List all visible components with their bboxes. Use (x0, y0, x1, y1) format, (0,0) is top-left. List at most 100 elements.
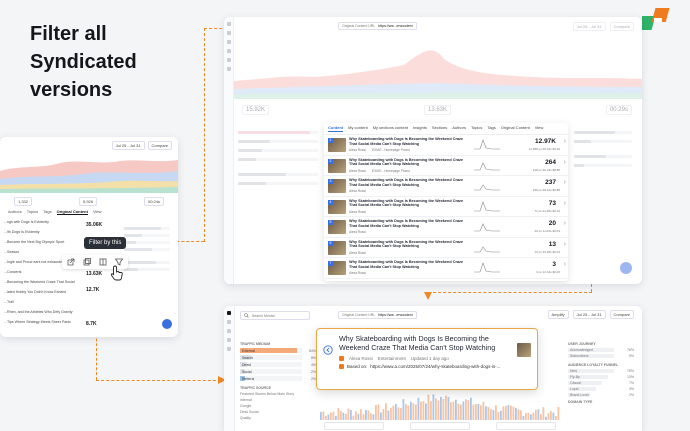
url-filter-chip[interactable]: Original Content URL https://ww...erwood… (338, 311, 417, 319)
tab-my-sections-content[interactable]: My sections content (372, 125, 409, 130)
traffic-medium-bar: Direct (240, 362, 302, 367)
tab-topics[interactable]: Topics (470, 125, 483, 130)
row-title[interactable]: Why Skateboarding with Dogs Is Becoming … (349, 219, 464, 228)
fab-button[interactable] (162, 319, 172, 329)
tab-topics[interactable]: Topics (26, 209, 39, 214)
traffic-medium-row[interactable]: External 84% (240, 348, 316, 353)
list-item[interactable]: ...Ingle and Proud ears not exhausted of… (4, 260, 75, 264)
compare-button[interactable]: Compare (147, 141, 172, 150)
list-item[interactable]: ...Tips Where Strategy Meets Sheer Panic (4, 320, 71, 324)
compare-button[interactable]: Compare (609, 22, 634, 31)
tab-my-content[interactable]: My content (348, 125, 368, 130)
row-chevron-icon[interactable]: › (563, 199, 566, 207)
list-item[interactable]: ...ith Dogs Is Evidently (4, 230, 40, 234)
tab-tags[interactable]: Tags (487, 125, 496, 130)
table-row[interactable]: 5 Why Skateboarding with Dogs Is Becoming… (324, 217, 568, 238)
row-rank-badge: 1 (328, 138, 333, 143)
traffic-source-row[interactable]: Google (240, 404, 252, 408)
histogram-bar (345, 413, 347, 420)
traffic-medium-name: Search (242, 355, 254, 360)
filter-tooltip: Filter by this (84, 237, 127, 249)
tab-view[interactable]: View (534, 125, 544, 130)
row-title[interactable]: Why Skateboarding with Dogs Is Becoming … (349, 198, 464, 208)
funnel-row: New 75% (568, 369, 634, 373)
list-item[interactable]: ...Concerts (4, 270, 22, 274)
back-circle-icon[interactable] (323, 345, 333, 355)
based-on-link[interactable]: https://www.a.com/2025/07/24/why-skatebo… (370, 364, 501, 369)
table-row[interactable]: 2 Why Skateboarding with Dogs Is Becoming… (324, 156, 568, 176)
histogram-bar (325, 415, 327, 420)
row-title[interactable]: Why Skateboarding with Dogs Is Becoming … (349, 157, 464, 167)
tab-sections[interactable]: Sections (431, 125, 448, 130)
tab-view[interactable]: View (92, 209, 102, 214)
table-row[interactable]: 7 Why Skateboarding with Dogs Is Becoming… (324, 258, 568, 279)
url-filter-chip[interactable]: Original Content URL https://ww...erwood… (338, 22, 417, 30)
right-dashboard-card: Original Content URL https://ww...erwood… (224, 17, 642, 284)
traffic-medium-value: 4% (310, 362, 316, 367)
row-title[interactable]: Why Skateboarding with Dogs Is Becoming … (349, 178, 464, 187)
filter-icon[interactable] (114, 257, 124, 267)
list-item[interactable]: ...lated Hobby You Didn't Know Existed (4, 290, 67, 294)
row-chevron-icon[interactable]: › (563, 261, 566, 268)
open-external-icon[interactable] (66, 257, 76, 267)
fab-button[interactable] (620, 262, 632, 274)
arrow-down-icon (424, 292, 432, 300)
histogram-bar (390, 407, 392, 420)
brand-logo (642, 8, 670, 30)
traffic-medium-row[interactable]: Social 2% (240, 369, 316, 374)
table-row[interactable]: 1 Why Skateboarding with Dogs Is Becoming… (324, 135, 568, 156)
traffic-source-row[interactable]: Desk Social (240, 410, 259, 414)
date-range-button[interactable]: Jul 25 - Jul 31 (572, 310, 606, 319)
tab-content[interactable]: Content (328, 125, 344, 132)
histogram-bar (402, 399, 405, 420)
traffic-medium-name: Direct (242, 362, 252, 367)
tab-tags[interactable]: Tags (43, 209, 52, 214)
tab-authors[interactable]: Authors (452, 125, 466, 130)
date-range-button[interactable]: Jul 25 - Jul 31 (572, 22, 606, 31)
list-item[interactable]: ...Trail (4, 300, 14, 304)
search-input[interactable]: Search Mental (252, 313, 275, 318)
traffic-source-row[interactable]: Internal (240, 398, 252, 402)
list-item[interactable]: ...Season (4, 250, 20, 254)
compare-button[interactable]: Compare (609, 310, 634, 319)
list-item[interactable]: ...Becoming the Weekend Craze That Socia… (4, 280, 75, 284)
table-row[interactable]: 6 Why Skateboarding with Dogs Is Becoming… (324, 238, 568, 258)
row-title[interactable]: Why Skateboarding with Dogs Is Becoming … (349, 260, 464, 269)
table-row[interactable]: 4 Why Skateboarding with Dogs Is Becoming… (324, 197, 568, 217)
tab-authors[interactable]: Authors (8, 209, 22, 214)
traffic-medium-row[interactable]: Referral 2% (240, 376, 316, 381)
tab-insights[interactable]: Insights (413, 125, 427, 130)
row-title[interactable]: Why Skateboarding with Dogs Is Becoming … (349, 137, 464, 146)
row-sparkline (474, 184, 500, 191)
amplify-button[interactable]: Amplify (547, 310, 569, 319)
row-chevron-icon[interactable]: › (563, 158, 566, 166)
traffic-medium-row[interactable]: Direct 4% (240, 362, 316, 367)
tab-original-content[interactable]: Original Content (56, 209, 88, 215)
row-chevron-icon[interactable]: › (563, 179, 566, 186)
row-chevron-icon[interactable]: › (563, 220, 566, 227)
row-chevron-icon[interactable]: › (563, 240, 566, 248)
histogram-bar (550, 411, 552, 420)
table-row[interactable]: 3 Why Skateboarding with Dogs Is Becoming… (324, 176, 568, 197)
copy-icon[interactable] (82, 257, 92, 267)
list-item[interactable]: ...Rhen, and the Athletes Who Defy Gravi… (4, 310, 73, 314)
search-box[interactable]: Search Mental (240, 311, 310, 320)
row-title[interactable]: Why Skateboarding with Dogs Is Becoming … (349, 239, 464, 249)
histogram-bar (515, 408, 517, 420)
list-item[interactable]: ...ngs with Dogs Is Evidently (4, 220, 49, 224)
row-value: 3 (552, 261, 556, 268)
traffic-source-row[interactable]: Featured Stories Below Main Story (240, 392, 295, 396)
tab-original-content[interactable]: Original Content (500, 125, 530, 130)
right-right-panel (574, 127, 632, 167)
compare-icon[interactable] (98, 257, 108, 267)
row-value: 20 (548, 220, 556, 227)
row-chevron-icon[interactable]: › (563, 138, 566, 145)
traffic-source-row[interactable]: Quality (240, 416, 251, 420)
traffic-medium-bar: External (240, 348, 302, 353)
list-item[interactable]: ...Become the Next Big Olympic Sport (4, 240, 65, 244)
histogram-bar (440, 396, 442, 420)
traffic-medium-row[interactable]: Search 8% (240, 355, 316, 360)
date-range-button[interactable]: Jul 25 - Jul 31 (111, 141, 145, 150)
histogram-bar (557, 407, 560, 420)
traffic-medium-name: Referral (242, 376, 255, 381)
